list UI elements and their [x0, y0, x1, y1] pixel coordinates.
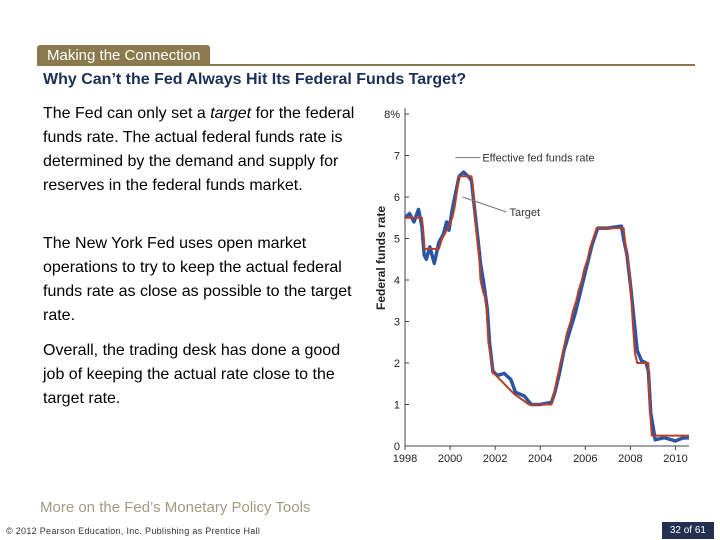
y-axis-label-group: Federal funds rate [374, 206, 388, 310]
y-tick-label: 1 [394, 400, 400, 412]
y-tick-label: 8% [384, 109, 400, 121]
paragraph-trading-desk: Overall, the trading desk has done a goo… [43, 342, 341, 407]
y-tick-label: 5 [394, 234, 400, 246]
page-number: 32 of 61 [661, 522, 714, 539]
paragraph-target-emphasis: target [210, 105, 252, 122]
paragraph-target-start: The Fed can only set a [43, 105, 211, 122]
y-tick-labels: 0 1 2 3 4 5 6 7 8% [384, 109, 400, 453]
series-lines [403, 170, 690, 443]
effective-rate-annotation: Effective fed funds rate [482, 153, 594, 165]
section-divider [37, 64, 695, 66]
target-annotation: Target [509, 207, 540, 219]
copyright-notice: © 2012 Pearson Education, Inc. Publishin… [6, 526, 261, 536]
x-tick-label: 2006 [573, 453, 597, 465]
y-tick-label: 0 [394, 441, 400, 453]
y-tick-label: 2 [394, 358, 400, 370]
target-rate-line [405, 175, 689, 437]
slide-title: Why Can’t the Fed Always Hit Its Federal… [43, 71, 467, 88]
effective-rate-line [403, 170, 690, 443]
x-tick-label: 2004 [528, 453, 552, 465]
x-tick-label: 2002 [483, 453, 507, 465]
y-axis-label: Federal funds rate [374, 206, 388, 310]
more-link[interactable]: More on the Fed’s Monetary Policy Tools [40, 499, 311, 516]
axes [404, 108, 689, 450]
y-tick-label: 3 [394, 317, 400, 329]
section-tag: Making the Connection [37, 45, 211, 66]
paragraph-target-end: for the federal funds rate. The actual f… [43, 105, 355, 194]
x-tick-label: 2008 [618, 453, 642, 465]
paragraph-target: The Fed can only set a target for the fe… [43, 102, 358, 198]
target-leader [462, 196, 507, 213]
annotations: Effective fed funds rate Target [455, 153, 595, 219]
paragraph-open-market: The New York Fed uses open market operat… [43, 235, 352, 324]
x-tick-label: 2000 [438, 453, 462, 465]
federal-funds-chart: Federal funds rate 0 1 2 3 4 5 6 7 8% 1998 2000 20… [374, 108, 690, 465]
x-tick-label: 1998 [393, 453, 417, 465]
x-tick-label: 2010 [663, 453, 687, 465]
y-tick-label: 7 [394, 151, 400, 163]
x-tick-labels: 1998 2000 2002 2004 2006 2008 2010 [393, 453, 688, 465]
y-tick-label: 6 [394, 192, 400, 204]
y-tick-label: 4 [394, 275, 400, 287]
